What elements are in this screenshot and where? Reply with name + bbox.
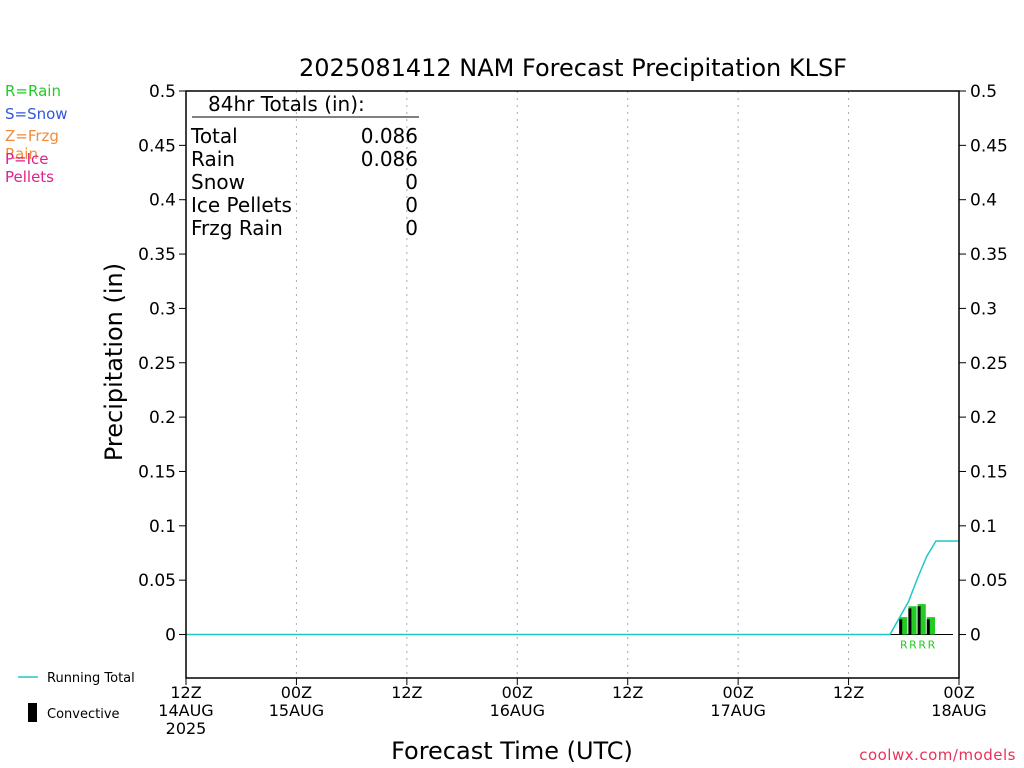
totals-label-1: Rain: [191, 147, 235, 171]
running-total-legend-label: Running Total: [47, 671, 135, 686]
convective-legend-swatch: [28, 703, 37, 722]
precip-type-label-0: R: [900, 639, 908, 652]
y-tick-label-right-5: 0.25: [970, 354, 1008, 374]
y-tick-label-right-10: 0.5: [970, 82, 997, 102]
y-axis: 0 00.05 0.050.1 0.10.15 0.150.2 0.20.25 0.250.…: [138, 82, 1008, 646]
totals-value-2: 0: [405, 170, 418, 194]
totals-label-4: Frzg Rain: [191, 216, 283, 240]
totals-box: 84hr Totals (in): Total 0.086 Rain 0.086 Sno…: [190, 92, 419, 240]
precip-bar-3: [926, 617, 935, 635]
convective-bar-0: [899, 619, 903, 635]
bottom-legend: Running Total Convective: [18, 671, 135, 722]
y-tick-label-left-0: 0: [165, 626, 176, 646]
x-tick-label-3-0: 00Z: [502, 683, 533, 702]
totals-value-1: 0.086: [361, 147, 418, 171]
plot-frame: [185, 90, 960, 679]
x-tick-label-3-1: 16AUG: [490, 701, 545, 720]
y-tick-label-left-2: 0.1: [149, 517, 176, 537]
chart-title: 2025081412 NAM Forecast Precipitation KL…: [299, 54, 847, 82]
totals-label-2: Snow: [191, 170, 245, 194]
x-tick-label-0-1: 14AUG: [158, 701, 213, 720]
legend-snow: S=Snow: [5, 105, 68, 123]
y-tick-label-left-3: 0.15: [138, 462, 176, 482]
y-tick-label-left-9: 0.45: [138, 136, 176, 156]
totals-value-4: 0: [405, 216, 418, 240]
credit-text: coolwx.com/models: [859, 746, 1016, 764]
y-tick-label-right-2: 0.1: [970, 517, 997, 537]
x-tick-label-7-1: 18AUG: [931, 701, 986, 720]
y-tick-label-left-5: 0.25: [138, 354, 176, 374]
running-total-line: [186, 540, 959, 636]
x-tick-label-0-0: 12Z: [170, 683, 201, 702]
totals-rows: Total 0.086 Rain 0.086 Snow 0 Ice Pellets 0 Frzg…: [190, 124, 418, 240]
y-tick-label-right-0: 0: [970, 626, 981, 646]
convective-bar-1: [908, 608, 912, 635]
totals-value-3: 0: [405, 193, 418, 217]
y-tick-label-right-3: 0.15: [970, 462, 1008, 482]
y-tick-label-left-10: 0.5: [149, 82, 176, 102]
precip-type-label-2: R: [918, 639, 926, 652]
x-tick-label-4-0: 12Z: [612, 683, 643, 702]
totals-label-0: Total: [190, 124, 238, 148]
y-tick-label-right-1: 0.05: [970, 571, 1008, 591]
x-tick-label-1-0: 00Z: [281, 683, 312, 702]
legend-frzg-rain: Z=Frzg Rain: [5, 127, 59, 163]
x-tick-label-7-0: 00Z: [943, 683, 974, 702]
convective-bar-2: [917, 606, 921, 635]
x-tick-label-5-1: 17AUG: [710, 701, 765, 720]
precip-type-label-1: R: [909, 639, 917, 652]
x-axis-label: Forecast Time (UTC): [391, 737, 633, 765]
y-tick-label-left-7: 0.35: [138, 245, 176, 265]
x-tick-label-6-0: 12Z: [833, 683, 864, 702]
y-tick-label-left-6: 0.3: [149, 299, 176, 319]
legend-ice-pellets: P=Ice Pellets: [5, 150, 54, 186]
y-tick-label-right-9: 0.45: [970, 136, 1008, 156]
y-tick-label-right-6: 0.3: [970, 299, 997, 319]
grid-lines: [295, 91, 850, 678]
x-tick-label-0-2: 2025: [166, 719, 207, 738]
running-total-series: [186, 540, 959, 636]
precip-type-label-3: R: [928, 639, 936, 652]
y-tick-label-left-4: 0.2: [149, 408, 176, 428]
x-tick-label-2-0: 12Z: [391, 683, 422, 702]
totals-label-3: Ice Pellets: [191, 193, 292, 217]
precip-bar-2: [917, 604, 926, 635]
convective-bar-3: [926, 619, 930, 635]
y-axis-label: Precipitation (in): [100, 263, 128, 461]
precip-bar-1: [908, 606, 917, 635]
totals-heading: 84hr Totals (in):: [208, 92, 365, 116]
convective-legend-label: Convective: [47, 707, 120, 722]
precip-bar-0: [899, 617, 908, 635]
y-tick-label-right-4: 0.2: [970, 408, 997, 428]
x-tick-label-1-1: 15AUG: [269, 701, 324, 720]
legend-rain: R=Rain: [5, 82, 61, 100]
y-tick-label-left-1: 0.05: [138, 571, 176, 591]
totals-value-0: 0.086: [361, 124, 418, 148]
x-tick-label-5-0: 00Z: [722, 683, 753, 702]
y-tick-label-left-8: 0.4: [149, 191, 176, 211]
y-tick-label-right-8: 0.4: [970, 191, 997, 211]
y-tick-label-right-7: 0.35: [970, 245, 1008, 265]
